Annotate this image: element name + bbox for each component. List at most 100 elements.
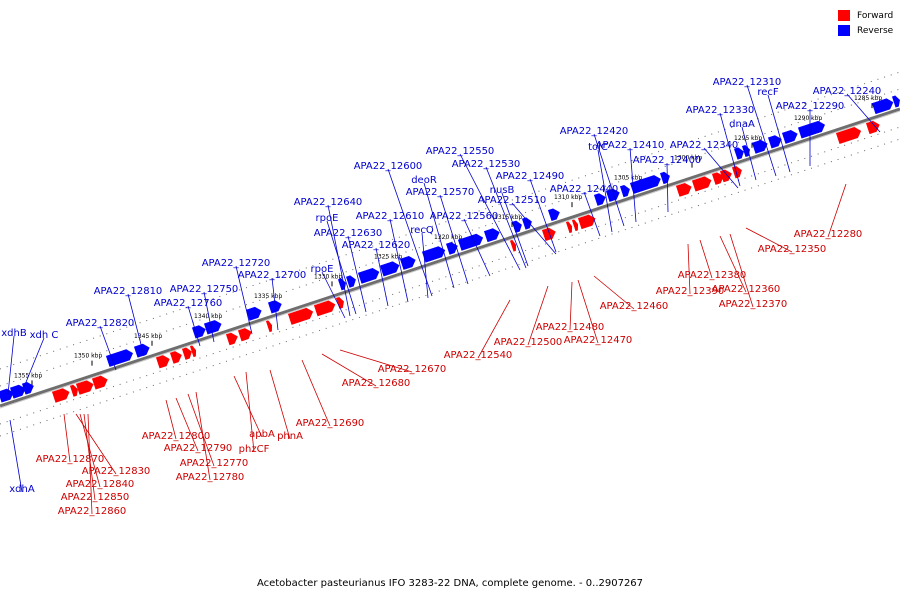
- gene-labels: xdhB xdh CAPA22_12820APA22_12810APA22_127…: [1, 77, 881, 517]
- reverse-gene-label: APA22_12600: [354, 161, 423, 172]
- reverse-gene: [483, 228, 500, 243]
- leader-line: [326, 220, 357, 315]
- reverse-gene: [797, 120, 826, 139]
- reverse-gene: [521, 217, 532, 230]
- forward-gene: [225, 332, 238, 346]
- label-leader-lines: [7, 84, 881, 515]
- forward-gene-label: APA22_12540: [444, 350, 513, 361]
- leader-line: [529, 178, 557, 253]
- forward-gene: [237, 328, 252, 342]
- leader-line: [7, 335, 15, 395]
- leader-line: [75, 413, 117, 475]
- reverse-gene-label: APA22_12510: [478, 195, 547, 206]
- forward-gene: [287, 307, 314, 325]
- reverse-gene-shape: [457, 233, 484, 251]
- reverse-gene: [659, 171, 670, 185]
- reverse-gene: [733, 147, 744, 160]
- reverse-gene-shape: [345, 275, 356, 288]
- tick-label: 1305 kbp: [614, 174, 642, 181]
- tick-label: 1295 kbp: [734, 135, 762, 142]
- leader-line: [347, 235, 367, 313]
- leader-line: [375, 247, 389, 307]
- forward-gene-shape: [237, 328, 252, 342]
- leader-line: [583, 191, 601, 237]
- reverse-gene-label: APA22_12630: [314, 228, 383, 239]
- forward-gene-label: APA22_12800: [142, 431, 211, 442]
- leader-line: [233, 375, 263, 438]
- forward-gene: [577, 214, 596, 230]
- leader-line: [87, 413, 93, 515]
- reverse-gene-label: APA22_12240: [813, 86, 882, 97]
- reverse-gene-label: APA22_12610: [356, 211, 425, 222]
- forward-gene-label: APA22_12480: [536, 322, 605, 333]
- reverse-gene: [191, 325, 206, 339]
- tick-label: 1310 kbp: [554, 194, 582, 201]
- forward-gene-label: APA22_12470: [564, 335, 633, 346]
- leader-line: [687, 243, 691, 295]
- reverse-gene-label: APA22_12810: [94, 286, 163, 297]
- reverse-gene-shape: [445, 242, 458, 255]
- tick-label: 1320 kbp: [434, 234, 462, 241]
- forward-gene: [509, 239, 517, 252]
- reverse-gene-label: APA22_12700: [238, 270, 307, 281]
- reverse-gene-shape: [891, 95, 900, 108]
- legend-item-reverse: Reverse: [838, 23, 893, 38]
- reverse-gene-label: APA22_12570: [406, 187, 475, 198]
- leader-line: [423, 182, 455, 289]
- reverse-gene-shape: [203, 320, 222, 335]
- forward-gene: [313, 300, 336, 317]
- reverse-gene: [619, 184, 630, 198]
- forward-gene-label: phnA: [277, 431, 303, 442]
- forward-gene-label: APA22_12840: [66, 479, 135, 490]
- forward-gene-shape: [69, 384, 78, 397]
- leader-line: [463, 218, 491, 277]
- reverse-gene: [345, 275, 356, 288]
- leader-line: [745, 227, 793, 253]
- forward-gene-label: APA22_12690: [296, 418, 365, 429]
- reverse-gene-shape: [9, 384, 26, 399]
- reverse-gene-label: deoR: [411, 175, 437, 186]
- leader-line: [21, 337, 45, 393]
- forward-gene: [189, 345, 197, 358]
- reverse-gene: [399, 256, 416, 270]
- tick-label: 1345 kbp: [134, 333, 162, 340]
- leader-line: [593, 275, 635, 310]
- reverse-gene: [593, 193, 606, 206]
- reverse-gene-label: APA22_12330: [686, 105, 755, 116]
- reverse-gene-shape: [191, 325, 206, 339]
- tick-label: 1300 kbp: [674, 155, 702, 162]
- forward-gene: [181, 347, 192, 360]
- reverse-gene-shape: [659, 171, 670, 185]
- leader-line: [666, 162, 669, 213]
- reverse-gene-label: APA22_12640: [294, 197, 363, 208]
- reverse-gene-shape: [767, 135, 782, 149]
- reverse-gene-shape: [421, 246, 446, 263]
- leader-line: [175, 397, 199, 452]
- reverse-gene: [357, 268, 380, 284]
- reverse-gene-shape: [399, 256, 416, 270]
- forward-gene-shape: [509, 239, 517, 252]
- tick-label: 1340 kbp: [194, 313, 222, 320]
- reverse-gene-label: tolC: [588, 142, 608, 153]
- leader-line: [301, 359, 331, 427]
- forward-gene: [719, 169, 732, 183]
- forward-gene-label: APA22_12770: [180, 458, 249, 469]
- forward-gene-label: APA22_12670: [378, 364, 447, 375]
- reverse-gene: [781, 129, 798, 144]
- leader-line: [9, 419, 23, 493]
- forward-gene-label: APA22_12830: [82, 466, 151, 477]
- forward-gene: [835, 127, 862, 144]
- tick-label: 1285 kbp: [854, 95, 882, 102]
- forward-gene-shape: [675, 182, 692, 197]
- forward-gene: [731, 166, 742, 179]
- forward-gene: [69, 384, 78, 397]
- leader-line: [767, 94, 791, 173]
- forward-gene: [91, 375, 108, 390]
- forward-gene-label: APA22_12870: [36, 454, 105, 465]
- forward-gene-label: APA22_12680: [342, 378, 411, 389]
- legend-item-forward: Forward: [838, 8, 893, 23]
- leader-line: [597, 149, 613, 233]
- forward-gene-label: apbA: [249, 429, 275, 440]
